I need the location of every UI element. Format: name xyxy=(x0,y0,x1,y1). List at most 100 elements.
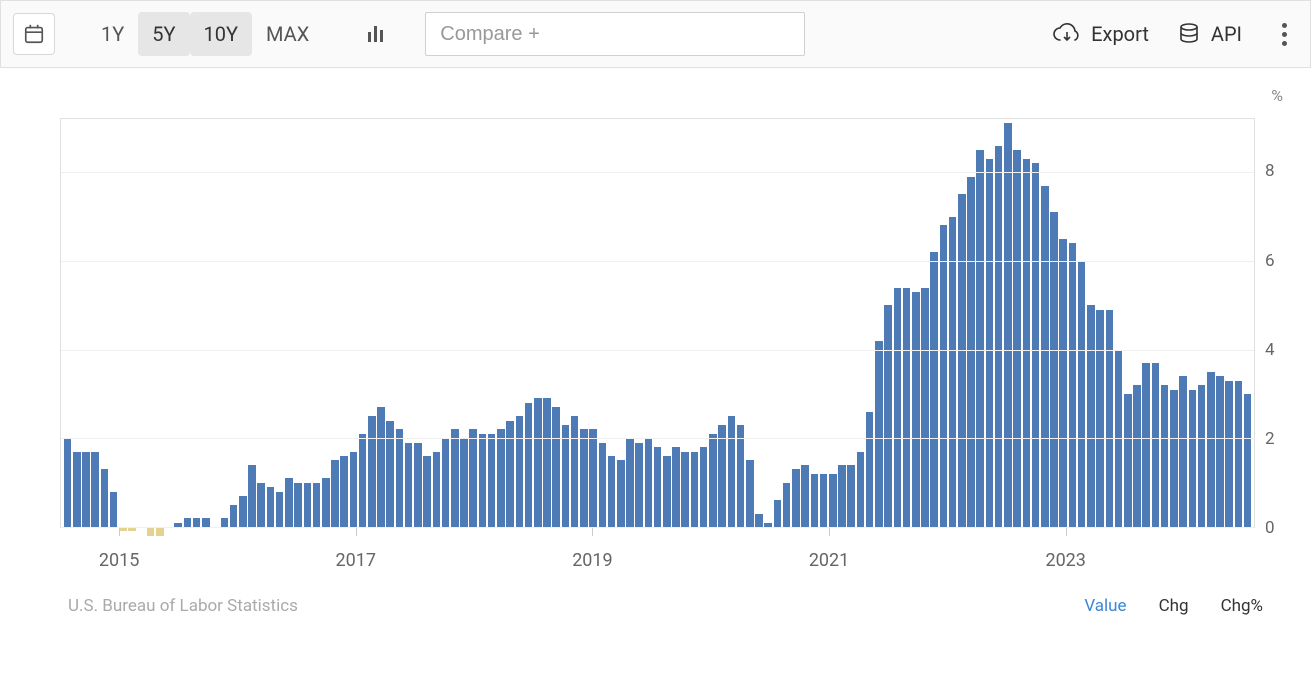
bar-slot[interactable] xyxy=(727,119,736,527)
bar-slot[interactable] xyxy=(1169,119,1178,527)
bar-slot[interactable] xyxy=(349,119,358,527)
bar-slot[interactable] xyxy=(533,119,542,527)
bar-slot[interactable] xyxy=(588,119,597,527)
bar-slot[interactable] xyxy=(994,119,1003,527)
bar-slot[interactable] xyxy=(1123,119,1132,527)
bar-slot[interactable] xyxy=(635,119,644,527)
range-5y[interactable]: 5Y xyxy=(138,12,189,56)
bar-slot[interactable] xyxy=(192,119,201,527)
bar-slot[interactable] xyxy=(644,119,653,527)
bar-slot[interactable] xyxy=(598,119,607,527)
bar-slot[interactable] xyxy=(386,119,395,527)
bar-slot[interactable] xyxy=(883,119,892,527)
more-menu-button[interactable] xyxy=(1270,23,1298,46)
bar-slot[interactable] xyxy=(1031,119,1040,527)
bar-slot[interactable] xyxy=(469,119,478,527)
bar-slot[interactable] xyxy=(303,119,312,527)
bar-slot[interactable] xyxy=(911,119,920,527)
bar-slot[interactable] xyxy=(985,119,994,527)
bar-slot[interactable] xyxy=(183,119,192,527)
bar-slot[interactable] xyxy=(801,119,810,527)
bar-slot[interactable] xyxy=(515,119,524,527)
bar-slot[interactable] xyxy=(893,119,902,527)
bar-slot[interactable] xyxy=(413,119,422,527)
bar-slot[interactable] xyxy=(561,119,570,527)
bar-slot[interactable] xyxy=(247,119,256,527)
bar-slot[interactable] xyxy=(1114,119,1123,527)
calendar-button[interactable] xyxy=(13,13,55,55)
bar-slot[interactable] xyxy=(1105,119,1114,527)
bar-slot[interactable] xyxy=(211,119,220,527)
footer-link-chg[interactable]: Chg% xyxy=(1221,596,1263,616)
bar-slot[interactable] xyxy=(625,119,634,527)
footer-link-chg[interactable]: Chg xyxy=(1159,596,1189,616)
bar-slot[interactable] xyxy=(330,119,339,527)
bar-slot[interactable] xyxy=(856,119,865,527)
bar-slot[interactable] xyxy=(1243,119,1252,527)
bar-slot[interactable] xyxy=(137,119,146,527)
bar-slot[interactable] xyxy=(506,119,515,527)
bar-slot[interactable] xyxy=(441,119,450,527)
api-button[interactable]: API xyxy=(1177,22,1242,46)
bar-slot[interactable] xyxy=(340,119,349,527)
bar-slot[interactable] xyxy=(791,119,800,527)
bar-slot[interactable] xyxy=(865,119,874,527)
bar-slot[interactable] xyxy=(837,119,846,527)
bar-slot[interactable] xyxy=(1003,119,1012,527)
bar-slot[interactable] xyxy=(745,119,754,527)
bar-slot[interactable] xyxy=(1178,119,1187,527)
bar-slot[interactable] xyxy=(128,119,137,527)
bar-slot[interactable] xyxy=(174,119,183,527)
bar-slot[interactable] xyxy=(275,119,284,527)
bar-slot[interactable] xyxy=(404,119,413,527)
bar-slot[interactable] xyxy=(764,119,773,527)
bar-slot[interactable] xyxy=(874,119,883,527)
range-1y[interactable]: 1Y xyxy=(87,12,138,56)
bar-slot[interactable] xyxy=(423,119,432,527)
bar-slot[interactable] xyxy=(616,119,625,527)
bar-slot[interactable] xyxy=(1068,119,1077,527)
bar-slot[interactable] xyxy=(72,119,81,527)
bar-slot[interactable] xyxy=(1225,119,1234,527)
bar-slot[interactable] xyxy=(238,119,247,527)
bar-slot[interactable] xyxy=(478,119,487,527)
bar-slot[interactable] xyxy=(1188,119,1197,527)
bar-slot[interactable] xyxy=(570,119,579,527)
bar-slot[interactable] xyxy=(1040,119,1049,527)
bar-slot[interactable] xyxy=(164,119,173,527)
bar-slot[interactable] xyxy=(376,119,385,527)
bar-slot[interactable] xyxy=(920,119,929,527)
bar-slot[interactable] xyxy=(948,119,957,527)
range-max[interactable]: MAX xyxy=(252,12,323,56)
footer-link-value[interactable]: Value xyxy=(1084,596,1126,616)
bar-slot[interactable] xyxy=(966,119,975,527)
export-button[interactable]: Export xyxy=(1053,22,1149,46)
bar-slot[interactable] xyxy=(201,119,210,527)
bar-slot[interactable] xyxy=(284,119,293,527)
bar-slot[interactable] xyxy=(681,119,690,527)
bar-slot[interactable] xyxy=(736,119,745,527)
bar-slot[interactable] xyxy=(432,119,441,527)
bar-slot[interactable] xyxy=(810,119,819,527)
bar-slot[interactable] xyxy=(496,119,505,527)
bar-slot[interactable] xyxy=(699,119,708,527)
bar-slot[interactable] xyxy=(1132,119,1141,527)
bar-slot[interactable] xyxy=(109,119,118,527)
bar-slot[interactable] xyxy=(1096,119,1105,527)
bar-slot[interactable] xyxy=(773,119,782,527)
bar-slot[interactable] xyxy=(1234,119,1243,527)
bar-slot[interactable] xyxy=(81,119,90,527)
bar-slot[interactable] xyxy=(976,119,985,527)
bar-slot[interactable] xyxy=(1013,119,1022,527)
bar-slot[interactable] xyxy=(487,119,496,527)
bar-slot[interactable] xyxy=(1197,119,1206,527)
bar-slot[interactable] xyxy=(321,119,330,527)
bar-slot[interactable] xyxy=(1160,119,1169,527)
range-10y[interactable]: 10Y xyxy=(190,12,253,56)
bar-slot[interactable] xyxy=(312,119,321,527)
bar-slot[interactable] xyxy=(358,119,367,527)
bar-slot[interactable] xyxy=(524,119,533,527)
bar-slot[interactable] xyxy=(1086,119,1095,527)
bar-slot[interactable] xyxy=(1022,119,1031,527)
bar-slot[interactable] xyxy=(542,119,551,527)
